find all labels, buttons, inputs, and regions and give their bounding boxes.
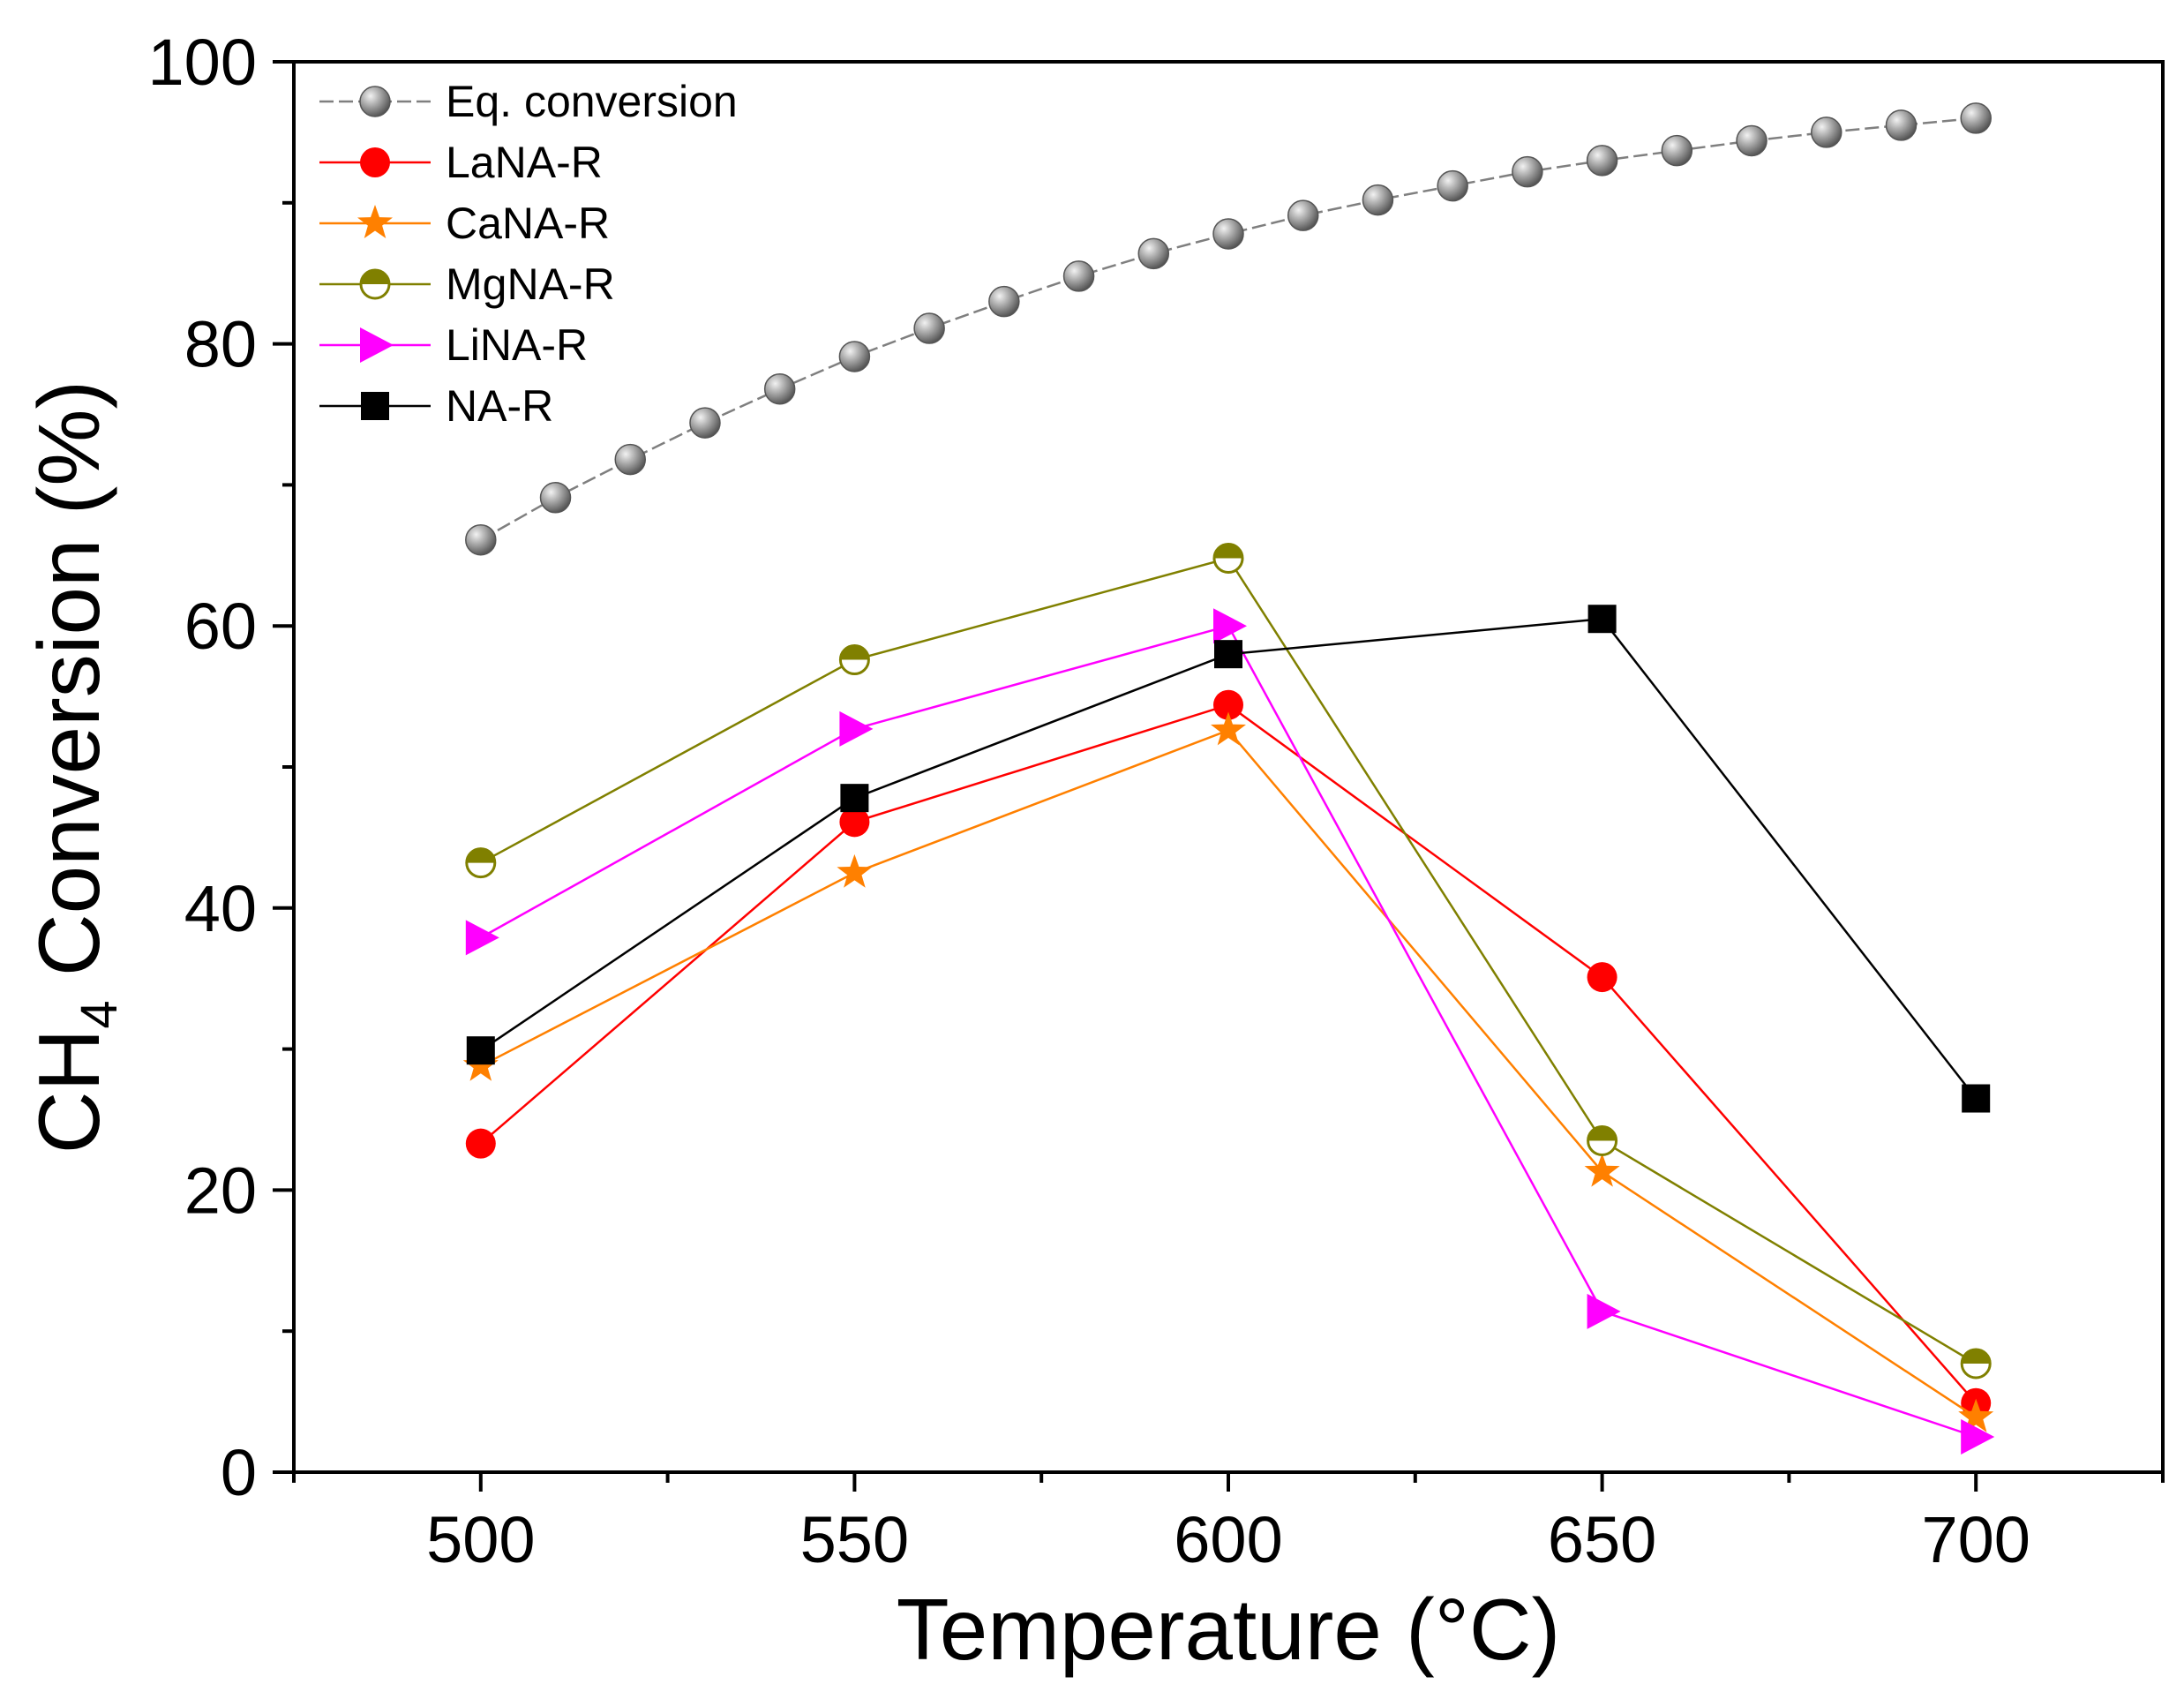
data-point-cana-r-650: [1584, 1153, 1620, 1187]
y-axis-title: CH4 Conversion (%): [20, 380, 128, 1154]
legend-entry-lina-r: LiNA-R: [319, 320, 588, 370]
axes-layer: 500 550 600 650 700 0 20 40 60 80 100: [148, 26, 2165, 1576]
data-point-na-r-650: [1587, 605, 1617, 634]
y-tick-label-60: 60: [184, 590, 257, 663]
data-point-eq-conversion-500: [465, 523, 497, 556]
legend-label-eq-conversion: Eq. conversion: [446, 77, 738, 126]
data-point-na-r-600: [1214, 640, 1242, 669]
legend-entry-mgna-r: MgNA-R: [319, 259, 615, 309]
x-tick-label-700: 700: [1921, 1503, 2030, 1576]
series-lana-r: [465, 689, 1992, 1418]
legend-marker-mgna-r: [359, 268, 391, 300]
series-eq-conversion: [465, 102, 1992, 556]
legend-marker-eq-conversion: [359, 86, 391, 117]
data-point-eq-conversion-640: [1512, 155, 1543, 188]
data-point-eq-conversion-670: [1736, 124, 1767, 157]
legend-label-lana-r: LaNA-R: [446, 138, 603, 187]
x-tick-label-650: 650: [1548, 1503, 1656, 1576]
data-point-mgna-r-600: [1212, 542, 1244, 574]
legend-label-cana-r: CaNA-R: [446, 199, 610, 248]
data-point-eq-conversion-660: [1661, 134, 1693, 167]
x-axis-title: Temperature (°C): [897, 1581, 1561, 1678]
data-point-eq-conversion-540: [763, 372, 796, 405]
series-na-r: [466, 605, 1991, 1113]
data-point-eq-conversion-550: [838, 341, 871, 372]
legend-entry-eq-conversion: Eq. conversion: [319, 77, 738, 126]
legend-label-na-r: NA-R: [446, 381, 553, 431]
data-point-eq-conversion-580: [1062, 260, 1095, 292]
data-point-eq-conversion-600: [1212, 218, 1244, 250]
data-point-cana-r-550: [837, 853, 873, 888]
y-axis-title-rest: Conversion (%): [20, 380, 117, 1001]
legend-entry-lana-r: LaNA-R: [319, 138, 603, 187]
data-point-lana-r-650: [1587, 962, 1617, 993]
data-point-lana-r-500: [465, 1128, 496, 1159]
series-lina-r: [465, 608, 1995, 1455]
series-line-eq-conversion: [480, 117, 1977, 541]
data-point-mgna-r-500: [465, 847, 497, 879]
data-point-cana-r-700: [1958, 1398, 1994, 1432]
y-axis-title-subscript: 4: [71, 1000, 128, 1028]
legend-marker-cana-r: [357, 205, 393, 238]
legend-entry-cana-r: CaNA-R: [319, 199, 610, 248]
y-tick-label-80: 80: [184, 308, 257, 381]
x-tick-label-500: 500: [426, 1503, 535, 1576]
x-tick-label-600: 600: [1174, 1503, 1282, 1576]
data-point-eq-conversion-590: [1137, 237, 1170, 270]
y-tick-label-20: 20: [184, 1154, 257, 1227]
data-point-mgna-r-650: [1587, 1124, 1618, 1156]
data-point-eq-conversion-610: [1287, 199, 1319, 231]
data-point-lina-r-550: [839, 710, 874, 747]
data-point-eq-conversion-700: [1960, 102, 1992, 134]
legend-marker-lana-r: [360, 147, 390, 177]
data-point-na-r-700: [1962, 1084, 1991, 1113]
data-point-eq-conversion-680: [1811, 117, 1843, 148]
legend-marker-na-r: [361, 392, 389, 420]
data-point-eq-conversion-630: [1437, 169, 1468, 202]
y-tick-label-100: 100: [148, 26, 257, 99]
data-point-eq-conversion-520: [614, 443, 646, 476]
legend-label-lina-r: LiNA-R: [446, 320, 588, 370]
data-point-eq-conversion-570: [988, 285, 1020, 318]
data-point-cana-r-600: [1211, 711, 1246, 746]
data-point-mgna-r-550: [838, 644, 870, 676]
data-point-lana-r-550: [839, 807, 870, 838]
data-point-eq-conversion-560: [913, 312, 945, 344]
data-point-eq-conversion-510: [539, 482, 572, 514]
legend-marker-lina-r: [360, 327, 394, 363]
plot-area: [294, 62, 2163, 1472]
series-layer: [462, 102, 1995, 1455]
legend: Eq. conversion LaNA-R CaNA-R MgNA-R LiNA-R NA…: [319, 77, 738, 431]
data-point-eq-conversion-530: [689, 407, 721, 439]
data-point-lina-r-600: [1213, 608, 1247, 644]
data-point-eq-conversion-690: [1885, 109, 1918, 141]
data-point-lina-r-700: [1961, 1419, 1995, 1455]
data-point-lina-r-650: [1587, 1293, 1621, 1329]
legend-label-mgna-r: MgNA-R: [446, 259, 615, 309]
series-mgna-r: [465, 542, 1992, 1379]
data-point-eq-conversion-650: [1586, 145, 1618, 177]
data-point-na-r-500: [466, 1036, 495, 1065]
data-point-mgna-r-700: [1960, 1348, 1992, 1379]
data-point-lana-r-600: [1213, 689, 1243, 720]
data-point-eq-conversion-620: [1362, 184, 1394, 216]
data-point-na-r-550: [840, 784, 869, 813]
x-tick-label-550: 550: [800, 1503, 909, 1576]
y-tick-label-40: 40: [184, 872, 257, 945]
legend-entry-na-r: NA-R: [319, 381, 553, 431]
y-tick-label-0: 0: [221, 1436, 257, 1509]
y-axis-title-main: CH: [20, 1029, 117, 1154]
data-point-lina-r-500: [465, 920, 499, 956]
